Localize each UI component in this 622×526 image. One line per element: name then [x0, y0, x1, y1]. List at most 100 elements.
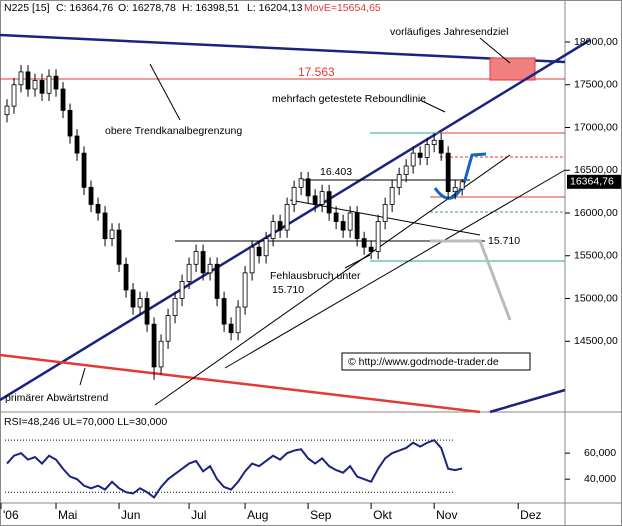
trend-line	[0, 33, 566, 64]
candle-body	[389, 186, 395, 205]
forecast-line	[430, 239, 512, 321]
candle-body	[235, 306, 241, 334]
y-tick-label: 40,000	[584, 473, 616, 485]
candle-body	[375, 221, 381, 252]
candle-body	[109, 229, 115, 240]
y-tick-label: 15500,00	[574, 250, 618, 262]
candle-body	[214, 263, 220, 299]
arrow	[149, 63, 181, 121]
candle-body	[256, 246, 262, 257]
candle-body	[221, 298, 227, 325]
candle-body	[312, 195, 318, 205]
channel-line	[224, 169, 566, 369]
header: H: 16398,51	[182, 2, 239, 14]
candle-body	[172, 298, 178, 317]
candle-body	[291, 186, 297, 205]
candle-body	[67, 109, 73, 137]
candle-body	[249, 246, 255, 274]
candle-body	[326, 191, 332, 214]
candle-body	[424, 144, 430, 158]
candle-body	[123, 263, 129, 291]
candle-body	[74, 135, 80, 154]
candle-body	[340, 221, 346, 231]
candle-body	[319, 191, 325, 205]
annotation: obere Trendkanalbegrenzung	[105, 125, 242, 137]
last-price-label: 16364,76	[570, 176, 614, 188]
arrow	[79, 367, 86, 386]
x-tick-label: Okt	[373, 508, 392, 522]
copyright-box	[341, 352, 531, 371]
annotation: 15.710	[488, 235, 520, 247]
candle-body	[368, 246, 374, 252]
candle-body	[88, 186, 94, 205]
candle-body	[347, 212, 353, 231]
candle-body	[207, 263, 213, 274]
annotation: mehrfach getestete Reboundlinie	[272, 93, 426, 105]
arrow	[344, 254, 371, 269]
header: O: 16278,78	[118, 2, 176, 14]
candle-body	[179, 280, 185, 299]
candle-body	[361, 238, 367, 248]
candle-body	[11, 84, 17, 107]
candle-body	[95, 204, 101, 214]
y-tick-label: 60,000	[584, 447, 616, 459]
candle-body	[144, 298, 150, 325]
candle-body	[130, 289, 136, 308]
candle-body	[39, 80, 45, 94]
candle-body	[263, 238, 269, 257]
annotation: 16.403	[320, 166, 352, 178]
annotation: 15.710	[272, 284, 304, 296]
arrow	[419, 99, 446, 113]
rsi-title: RSI=48,246 UL=70,000 LL=30,000	[4, 416, 167, 428]
arrow	[479, 37, 511, 64]
candle-body	[270, 221, 276, 240]
annotation: 17.563	[298, 65, 335, 79]
candle-body	[242, 272, 248, 308]
candle-body	[382, 204, 388, 222]
annotation: vorläufiges Jahresendziel	[390, 26, 508, 38]
candle-body	[298, 178, 304, 188]
candle-body	[102, 212, 108, 240]
candle-body	[354, 212, 360, 240]
trend-line	[489, 388, 566, 414]
candle-body	[305, 178, 311, 197]
candle-body	[116, 229, 122, 265]
candle-body	[200, 251, 206, 274]
candle-body	[165, 315, 171, 342]
candle-body	[284, 204, 290, 231]
candle-body	[4, 105, 10, 116]
candle-body	[438, 139, 444, 154]
header: N225 [15]	[4, 2, 50, 14]
x-tick-label: Sep	[310, 508, 332, 522]
candle-body	[452, 186, 458, 193]
candle-body	[158, 340, 164, 368]
x-tick-label: Dez	[520, 508, 541, 522]
candle-body	[18, 71, 24, 86]
x-tick-label: Mai	[58, 508, 77, 522]
candle-body	[417, 152, 423, 158]
candle-body	[46, 75, 52, 94]
annotation: primärer Abwärtstrend	[5, 392, 108, 404]
rsi-line	[6, 438, 463, 499]
header-move: MovE=15654,65	[304, 2, 381, 14]
header: C: 16364,76	[56, 2, 113, 14]
candle-body	[151, 323, 157, 368]
candle-body	[25, 71, 31, 90]
candle-body	[137, 298, 143, 308]
candle-body	[459, 181, 465, 190]
y-tick-label: 17000,00	[574, 121, 618, 133]
rebound-line	[0, 38, 591, 402]
y-tick-label: 14500,00	[574, 335, 618, 347]
candle-body	[228, 323, 234, 334]
y-tick-label: 17500,00	[574, 79, 618, 91]
target-box	[489, 57, 536, 81]
x-tick-label: Jun	[121, 508, 140, 522]
annotation: © http://www.godmode-trader.de	[348, 356, 499, 368]
x-tick-label: Jul	[191, 508, 206, 522]
candle-body	[445, 152, 451, 193]
candle-body	[277, 221, 283, 231]
annotation: Fehlausbruch unter	[270, 270, 361, 282]
downtrend-line	[0, 353, 481, 414]
